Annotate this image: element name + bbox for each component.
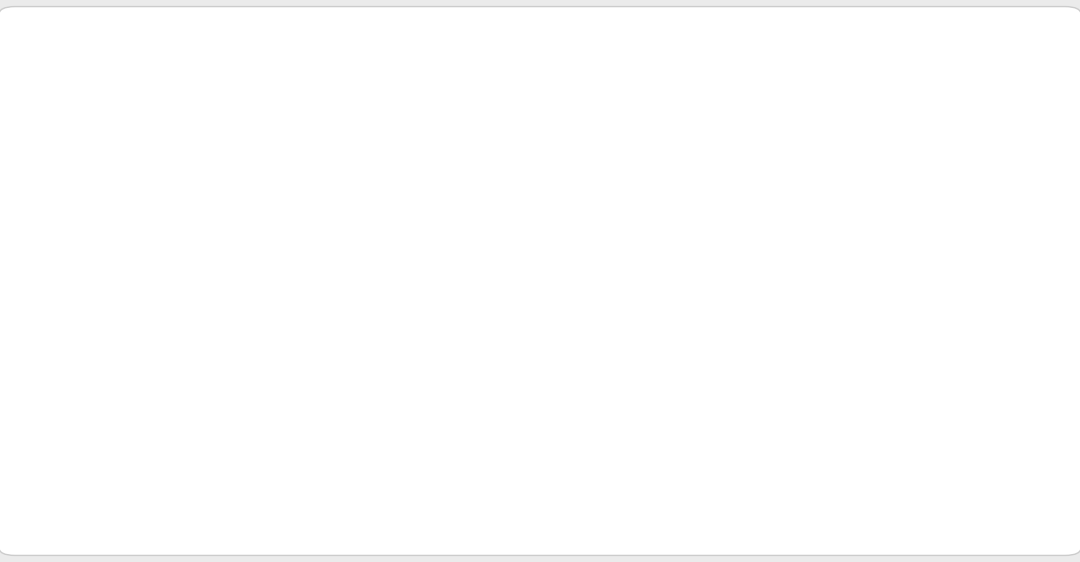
Text: (y + 4)(y – 4): (y + 4)(y – 4) <box>175 438 405 472</box>
Text: C.: C. <box>114 348 150 382</box>
Text: What is the factored form of y² + 6y – 16?: What is the factored form of y² + 6y – 1… <box>38 62 712 93</box>
Text: (y + 8)(y – 2): (y + 8)(y – 2) <box>175 348 405 382</box>
Text: (y – 4)(y – 4): (y – 4)(y – 4) <box>175 158 393 192</box>
Text: A.: A. <box>114 158 149 192</box>
Text: B.: B. <box>114 253 150 287</box>
Text: (y – 8)(y + 2): (y – 8)(y + 2) <box>175 253 405 287</box>
Text: D.: D. <box>114 438 152 472</box>
